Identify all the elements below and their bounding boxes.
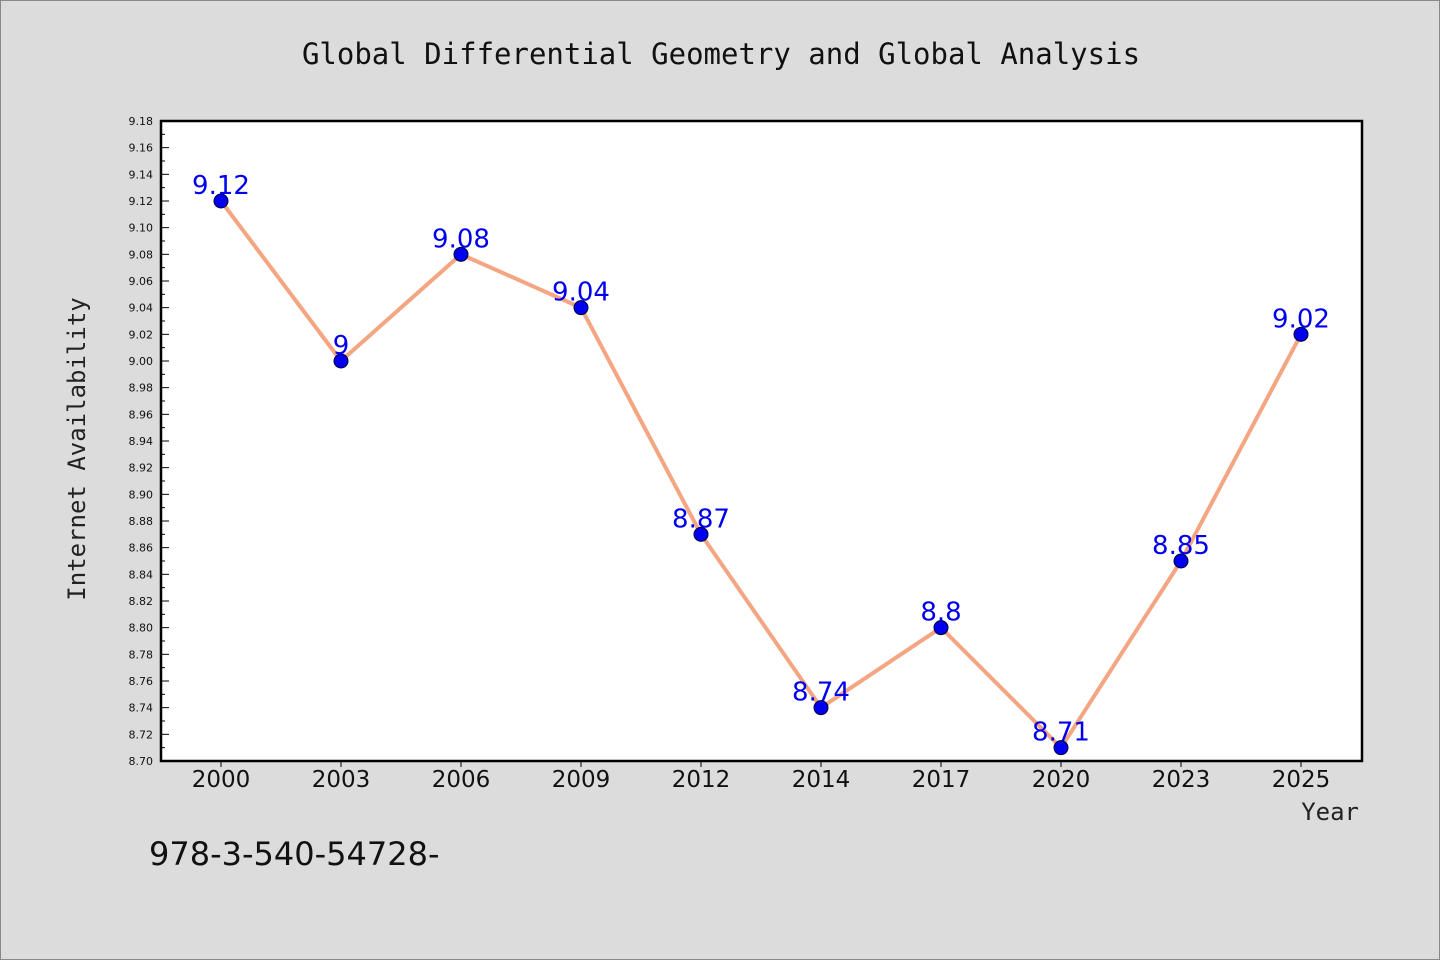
data-point	[573, 300, 589, 316]
x-tick-label: 2009	[552, 767, 611, 793]
data-point	[453, 246, 469, 262]
data-label: 9.02	[1272, 304, 1330, 334]
y-axis: 8.70 8.72 8.74 8.76 8.78 8.80 8.82 8.84 8.86 8.88…	[129, 115, 169, 768]
y-tick-label: 8.92	[129, 462, 154, 475]
data-point	[213, 193, 229, 209]
y-tick-label: 8.76	[129, 675, 154, 688]
y-tick-label: 8.80	[129, 622, 154, 635]
series-group	[213, 193, 1309, 756]
x-tick-label: 2014	[792, 767, 851, 793]
data-point	[1293, 326, 1309, 342]
chart-title: Global Differential Geometry and Global …	[302, 37, 1140, 71]
y-tick-label: 9.04	[129, 302, 154, 315]
x-tick-label: 2003	[312, 767, 371, 793]
y-tick-label: 8.90	[129, 488, 154, 501]
y-tick-label: 8.72	[129, 728, 154, 741]
x-tick-label: 2000	[192, 767, 251, 793]
data-label: 8.8	[920, 598, 961, 628]
x-tick-label: 2023	[1152, 767, 1211, 793]
y-tick-label: 8.88	[129, 515, 154, 528]
y-tick-label: 8.84	[129, 568, 154, 581]
y-axis-label: Internet Availability	[63, 297, 91, 600]
data-label: 8.85	[1152, 531, 1210, 561]
y-tick-label: 9.02	[129, 328, 154, 341]
y-tick-label: 9.10	[129, 222, 154, 235]
data-point	[813, 700, 829, 716]
data-point	[333, 353, 349, 369]
data-label: 8.87	[672, 504, 730, 534]
y-tick-label: 8.82	[129, 595, 154, 608]
x-tick-label: 2017	[912, 767, 971, 793]
data-label: 9	[333, 331, 350, 361]
y-tick-label: 8.98	[129, 382, 154, 395]
data-label: 9.04	[552, 278, 610, 308]
x-axis: 2000 2003 2006 2009 2012 2014 2017 2020 2023 2025	[192, 761, 1331, 793]
data-label: 9.12	[192, 171, 250, 201]
y-tick-label: 8.94	[129, 435, 154, 448]
data-label: 9.08	[432, 224, 490, 254]
data-point	[933, 620, 949, 636]
y-tick-label: 8.74	[129, 702, 154, 715]
data-point	[1173, 553, 1189, 569]
data-point	[1053, 740, 1069, 756]
x-tick-label: 2020	[1032, 767, 1091, 793]
x-tick-label: 2025	[1272, 767, 1331, 793]
x-axis-label: Year	[1301, 798, 1359, 826]
y-tick-label: 8.70	[129, 755, 154, 768]
plot-area	[159, 119, 1364, 763]
y-tick-label: 9.18	[129, 115, 154, 128]
x-tick-label: 2012	[672, 767, 731, 793]
data-point	[693, 526, 709, 542]
y-tick-label: 9.00	[129, 355, 154, 368]
y-tick-label: 8.96	[129, 408, 154, 421]
y-tick-label: 9.12	[129, 195, 154, 208]
y-tick-label: 9.14	[129, 168, 154, 181]
footer-code: 978-3-540-54728-	[149, 835, 440, 873]
y-tick-label: 9.06	[129, 275, 154, 288]
data-label: 8.74	[792, 678, 850, 708]
data-label: 8.71	[1032, 718, 1090, 748]
x-tick-label: 2006	[432, 767, 491, 793]
y-tick-label: 8.86	[129, 542, 154, 555]
y-tick-label: 9.16	[129, 142, 154, 155]
data-labels: 9.12 9 9.08 9.04 8.87 8.74 8.8 8.71 8.85 9.02	[192, 171, 1330, 748]
y-tick-label: 8.78	[129, 648, 154, 661]
y-tick-label: 9.08	[129, 248, 154, 261]
series-line	[219, 199, 1303, 750]
